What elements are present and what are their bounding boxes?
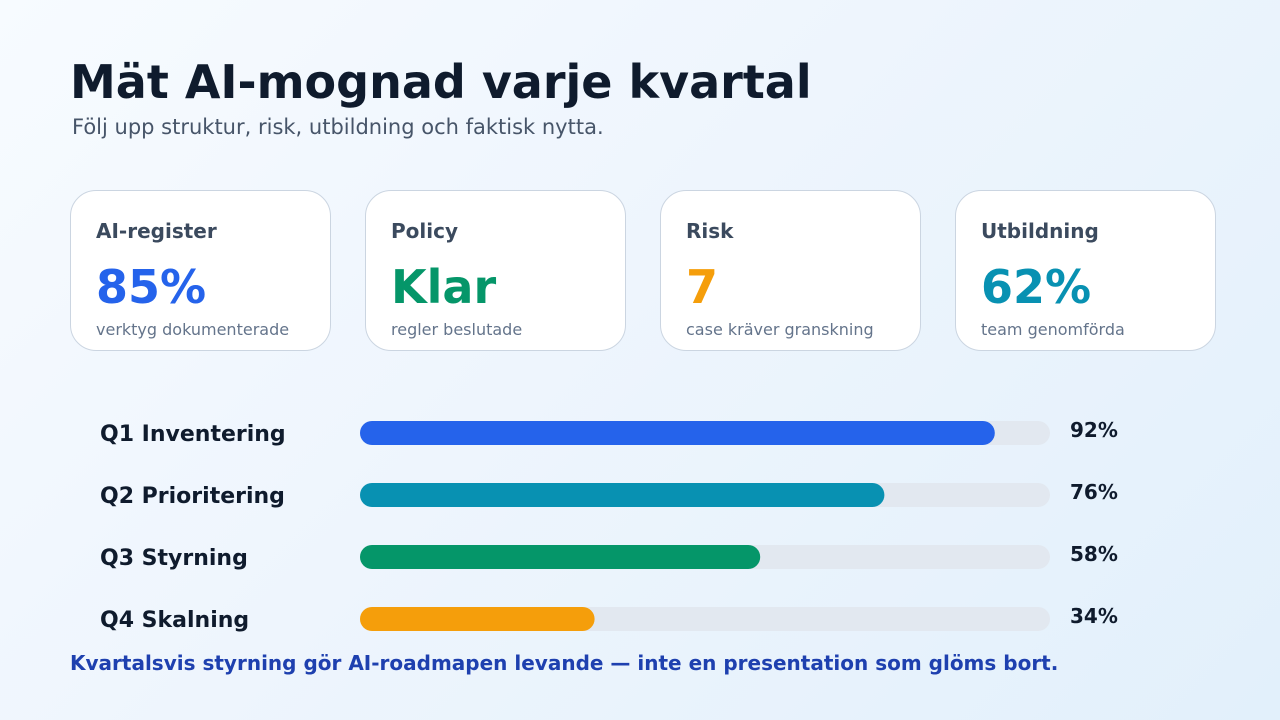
kpi-card-label: AI-register [96, 219, 217, 243]
kpi-card-label: Risk [686, 219, 734, 243]
bar-q1-inventering [360, 421, 995, 445]
bar-label-q2-prioritering: Q2 Prioritering [100, 484, 285, 509]
footer-statement: Kvartalsvis styrning gör AI-roadmapen le… [70, 651, 1059, 675]
kpi-card-policy: Policy Klar regler beslutade [365, 190, 626, 351]
bar-value-label-q4-skalning: 34% [1070, 604, 1118, 628]
bar-q3-styrning [360, 545, 761, 569]
kpi-card-utbildning: Utbildning 62% team genomförda [955, 190, 1216, 351]
kpi-card-description: verktyg dokumenterade [96, 320, 290, 339]
kpi-cards: AI-register 85% verktyg dokumenterade Po… [70, 190, 1216, 351]
kpi-card-description: case kräver granskning [686, 320, 874, 339]
bar-q2-prioritering [360, 483, 885, 507]
bar-value-label-q1-inventering: 92% [1070, 418, 1118, 442]
kpi-card-description: regler beslutade [391, 320, 523, 339]
kpi-card-label: Policy [391, 219, 459, 243]
bar-value-label-q2-prioritering: 76% [1070, 480, 1118, 504]
quarterly-progress-chart: Q1 Inventering 92% Q2 Prioritering 76% Q3 St… [100, 418, 1118, 633]
bar-label-q3-styrning: Q3 Styrning [100, 546, 248, 571]
kpi-card-value: 62% [981, 260, 1092, 314]
bar-value-label-q3-styrning: 58% [1070, 542, 1118, 566]
kpi-card-description: team genomförda [981, 320, 1125, 339]
kpi-card-risk: Risk 7 case kräver granskning [660, 190, 921, 351]
page-subtitle: Följ upp struktur, risk, utbildning och … [72, 115, 604, 139]
kpi-card-value: 7 [686, 260, 719, 314]
bar-label-q4-skalning: Q4 Skalning [100, 608, 249, 633]
kpi-card-value: 85% [96, 260, 207, 314]
kpi-card-value: Klar [391, 260, 497, 314]
kpi-card-label: Utbildning [981, 219, 1099, 243]
kpi-card-ai-register: AI-register 85% verktyg dokumenterade [70, 190, 331, 351]
page-title: Mät AI-mognad varje kvartal [70, 55, 812, 109]
bar-label-q1-inventering: Q1 Inventering [100, 422, 286, 447]
bar-q4-skalning [360, 607, 595, 631]
